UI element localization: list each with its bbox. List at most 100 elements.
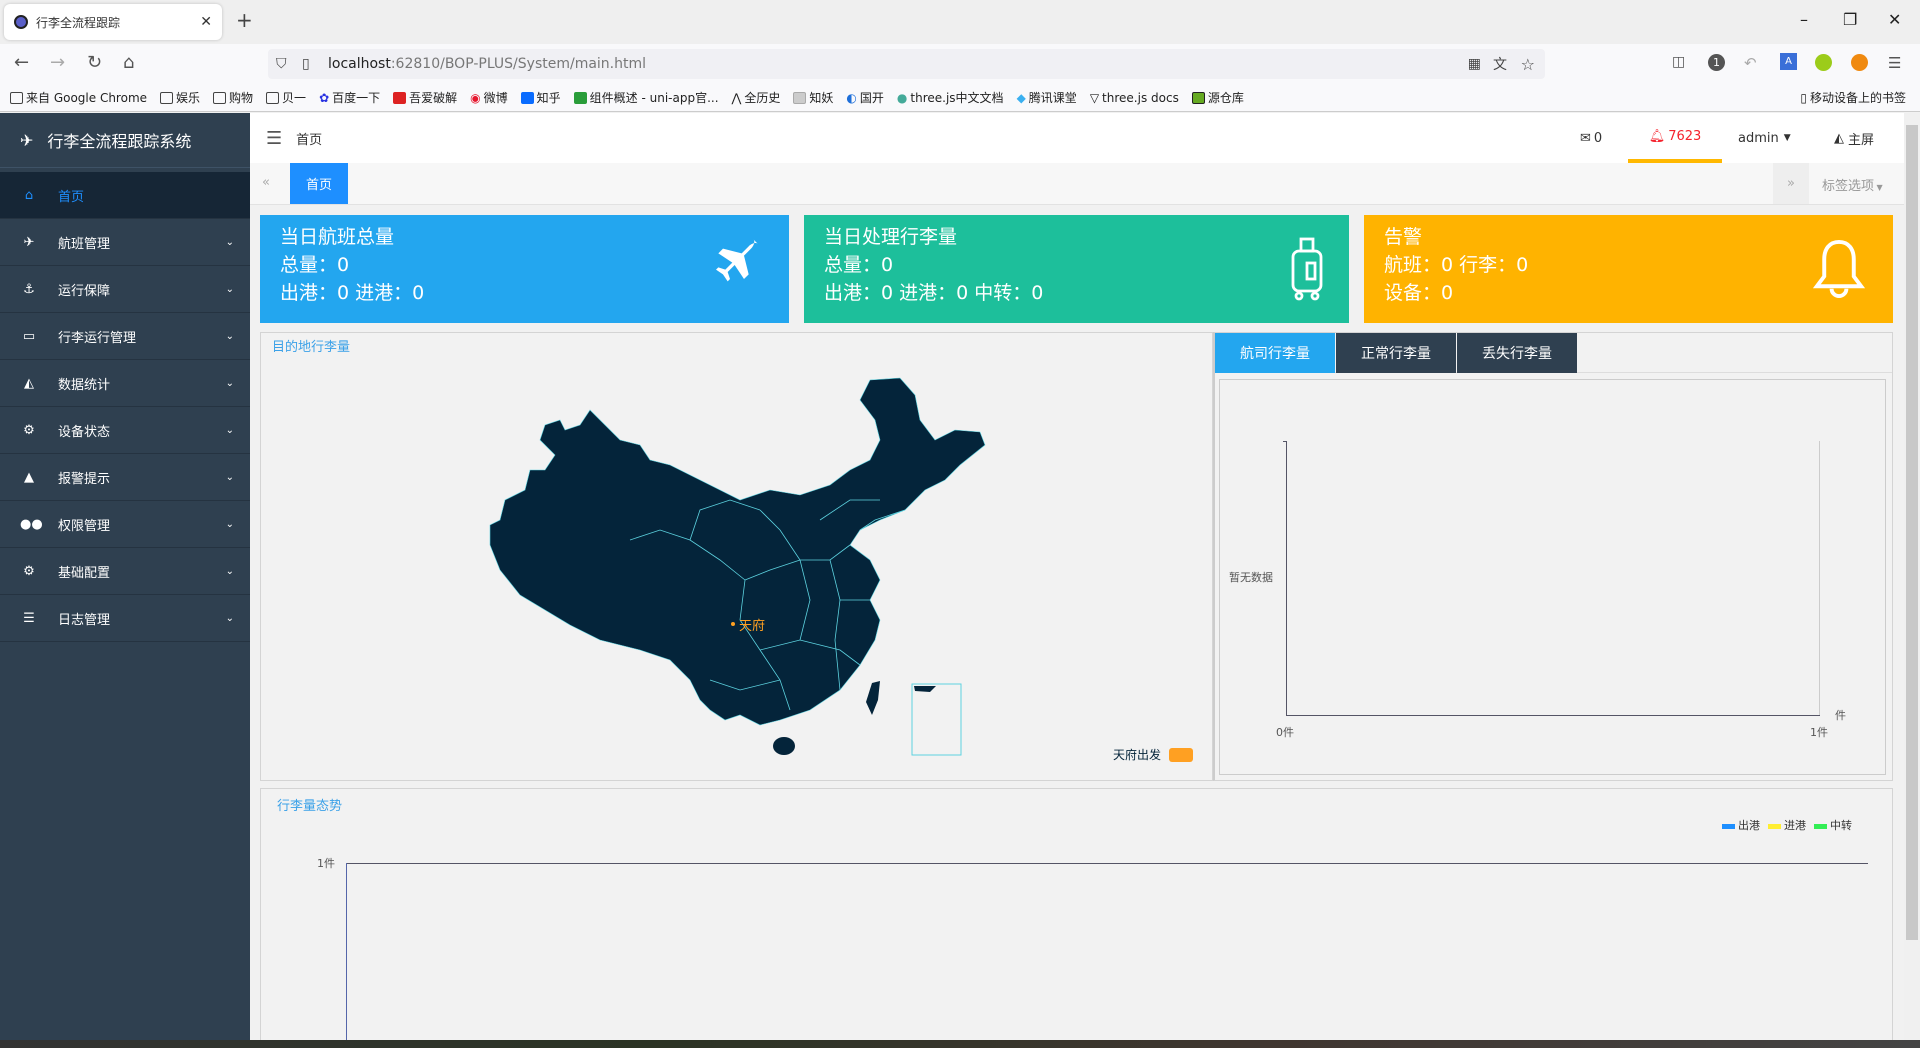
sidebar-item-home[interactable]: ⌂ 首页: [0, 172, 250, 219]
scrollbar-thumb[interactable]: [1906, 125, 1918, 940]
map-legend[interactable]: 天府出发: [1113, 746, 1194, 763]
bookmark-item[interactable]: ◉ 微博: [470, 90, 508, 106]
sidebar-icon[interactable]: ◫: [1672, 54, 1686, 70]
minimize-button[interactable]: –: [1800, 10, 1808, 29]
shield-icon: ⛉: [276, 56, 287, 72]
sidebar-item-flights[interactable]: ✈ 航班管理 ⌄: [0, 219, 250, 266]
anchor-icon: ⚓: [23, 281, 35, 297]
bookmark-item[interactable]: ⋀ 全历史: [731, 90, 781, 106]
undo-icon[interactable]: ↶: [1744, 54, 1757, 72]
home-screen-button[interactable]: ◭ 主屏: [1834, 130, 1875, 148]
close-tab-icon[interactable]: ✕: [200, 14, 212, 30]
area-chart-icon: ◭: [1834, 130, 1844, 146]
legend-item[interactable]: 中转: [1814, 817, 1852, 833]
trend-y-axis: [346, 863, 347, 1043]
qr-code-icon[interactable]: ▦: [1467, 56, 1481, 72]
x-axis: [1286, 715, 1820, 716]
url-path: :62810/BOP-PLUS/System/main.html: [390, 56, 647, 72]
sidebar-item-operations[interactable]: ⚓ 运行保障 ⌄: [0, 266, 250, 313]
chevron-down-icon: ⌄: [225, 377, 234, 389]
back-button[interactable]: ←: [14, 52, 30, 73]
tab-normal-baggage[interactable]: 正常行李量: [1336, 333, 1456, 373]
favicon-icon: [14, 15, 28, 29]
alerts-button[interactable]: 🔔︎ 7623: [1628, 113, 1722, 163]
address-bar[interactable]: ⛉ ▯ localhost:62810/BOP-PLUS/System/main…: [268, 49, 1545, 79]
province-borders: [629, 499, 906, 711]
scroll-right-icon[interactable]: »: [1773, 163, 1809, 204]
url-host: localhost: [328, 56, 391, 72]
legend-item[interactable]: 进港: [1768, 817, 1806, 833]
bookmarks-bar: 来自 Google Chrome 娱乐 购物 贝一 ✿ 百度一下 吾爱破解 ◉ 微博…: [0, 84, 1920, 112]
bookmark-item[interactable]: ● three.js中文文档: [896, 90, 1004, 106]
suitcase-icon: [1291, 237, 1323, 301]
sidebar-item-statistics[interactable]: ◭ 数据统计 ⌄: [0, 360, 250, 407]
card-total: 总量：0: [824, 254, 894, 276]
trend-title: 行李量态势: [277, 799, 343, 814]
bookmark-item[interactable]: 购物: [213, 89, 253, 106]
map-title: 目的地行李量: [272, 340, 351, 355]
user-menu[interactable]: admin ▼: [1738, 130, 1791, 146]
bookmark-item[interactable]: 知妖: [793, 89, 833, 106]
chevron-down-icon: ⌄: [225, 236, 234, 248]
sidebar-item-baggage[interactable]: ▭ 行李运行管理 ⌄: [0, 313, 250, 360]
sidebar-item-alarms[interactable]: ▲ 报警提示 ⌄: [0, 454, 250, 501]
new-tab-button[interactable]: +: [236, 8, 253, 32]
bookmark-item[interactable]: 贝一: [266, 89, 306, 106]
sidebar-item-config[interactable]: ⚙ 基础配置 ⌄: [0, 548, 250, 595]
plane-icon: [716, 239, 758, 282]
mobile-bookmarks[interactable]: ▯ 移动设备上的书签: [1800, 90, 1906, 106]
sidebar-item-logs[interactable]: ☰ 日志管理 ⌄: [0, 595, 250, 642]
extension-green-icon[interactable]: [1815, 54, 1832, 71]
bookmark-item[interactable]: ◆ 腾讯课堂: [1016, 90, 1077, 106]
x-unit: 件: [1835, 709, 1846, 722]
south-china-sea-inset: [911, 683, 962, 756]
china-map[interactable]: [260, 332, 1213, 781]
legend-item[interactable]: 出港: [1722, 817, 1760, 833]
chevron-down-icon: ⌄: [225, 518, 234, 530]
scroll-left-icon[interactable]: «: [262, 175, 270, 190]
sidebar-item-permissions[interactable]: ●● 权限管理 ⌄: [0, 501, 250, 548]
map-land: [489, 377, 986, 726]
bookmark-item[interactable]: ✿ 百度一下: [319, 90, 381, 106]
bookmark-item[interactable]: ◐ 国开: [846, 90, 884, 106]
restore-button[interactable]: ❐: [1843, 10, 1858, 29]
sidebar-item-devices[interactable]: ⚙ 设备状态 ⌄: [0, 407, 250, 454]
envelope-icon: ✉: [1580, 130, 1591, 146]
hamburger-menu-icon[interactable]: ☰: [266, 127, 283, 149]
bookmark-item[interactable]: 来自 Google Chrome: [10, 89, 147, 106]
tag-options-dropdown[interactable]: 标签选项 ▼: [1822, 179, 1883, 194]
home-button[interactable]: ⌂: [123, 52, 135, 73]
x-tick: 0件: [1276, 726, 1294, 739]
brand: ✈ 行李全流程跟踪系统: [0, 113, 250, 168]
y-tick: 1件: [317, 857, 335, 870]
extension-orange-icon[interactable]: [1851, 54, 1868, 71]
translate-extension-icon[interactable]: A: [1780, 53, 1797, 70]
bookmark-item[interactable]: 知乎: [520, 89, 561, 106]
home-icon: ⌂: [24, 187, 34, 203]
bookmark-item[interactable]: 组件概述 - uni-app官...: [573, 89, 719, 106]
bell-icon: [1812, 239, 1866, 298]
messages-button[interactable]: ✉ 0: [1580, 130, 1603, 146]
brand-title: 行李全流程跟踪系统: [47, 132, 192, 151]
reload-button[interactable]: ↻: [87, 52, 103, 73]
close-window-button[interactable]: ✕: [1888, 10, 1902, 29]
forward-button[interactable]: →: [50, 52, 66, 73]
tag-bar: « 首页 » 标签选项 ▼: [250, 163, 1904, 205]
card-flight-baggage: 航班：0 行李：0: [1384, 254, 1529, 276]
bookmark-item[interactable]: ▽ three.js docs: [1089, 90, 1179, 105]
extension-badge-icon[interactable]: 1: [1708, 54, 1725, 71]
menu-icon[interactable]: ☰: [1888, 54, 1902, 72]
card-total: 总量：0: [280, 254, 350, 276]
x-tick: 1件: [1810, 726, 1828, 739]
bookmark-item[interactable]: 吾爱破解: [393, 89, 457, 106]
bookmark-item[interactable]: 娱乐: [160, 89, 200, 106]
bookmark-star-icon[interactable]: ☆: [1520, 54, 1535, 74]
tab-lost-baggage[interactable]: 丢失行李量: [1457, 333, 1577, 373]
bookmark-item[interactable]: 源仓库: [1191, 89, 1244, 106]
baggage-card: 当日处理行李量 总量：0 出港：0 进港：0 中转：0: [804, 215, 1349, 323]
tab-airline-baggage[interactable]: 航司行李量: [1215, 333, 1335, 373]
tag-home[interactable]: 首页: [290, 163, 348, 204]
browser-tab[interactable]: 行李全流程跟踪 ✕: [4, 4, 222, 40]
translate-icon[interactable]: 文: [1493, 57, 1507, 73]
chevron-down-icon: ⌄: [225, 471, 234, 483]
